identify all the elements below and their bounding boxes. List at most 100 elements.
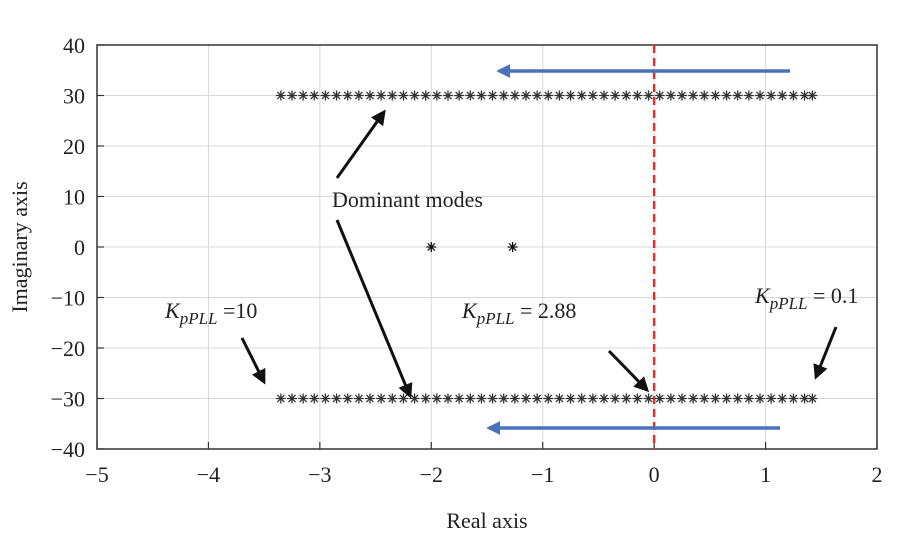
annotation-text: = 0.1 (807, 283, 858, 308)
point (465, 90, 476, 101)
annotation-subscript: pPLL (769, 294, 808, 313)
annotation-symbol: K (461, 298, 478, 323)
annotation-text: =10 (217, 298, 257, 323)
point (732, 393, 743, 404)
point (621, 393, 632, 404)
y-tick-label: 40 (63, 33, 85, 58)
point (565, 90, 576, 101)
point (688, 90, 699, 101)
point (576, 90, 587, 101)
point (353, 90, 364, 101)
point (788, 393, 799, 404)
point (807, 393, 818, 404)
point (365, 90, 375, 101)
point (543, 90, 554, 101)
point (521, 393, 531, 404)
y-axis-label: Imaginary axis (7, 181, 32, 312)
x-tick-label: 2 (872, 462, 883, 487)
point (387, 90, 398, 101)
y-tick-label: −20 (51, 336, 85, 361)
point (320, 90, 331, 101)
point (426, 242, 437, 252)
point (498, 90, 509, 101)
point (342, 393, 353, 404)
point (420, 393, 431, 404)
point (298, 393, 309, 404)
point (799, 393, 810, 404)
point (320, 393, 331, 404)
point (342, 90, 353, 101)
point (599, 90, 609, 101)
point (376, 393, 387, 404)
point (476, 90, 487, 101)
point (507, 242, 518, 252)
point (398, 90, 409, 101)
y-tick-label: −30 (51, 387, 85, 412)
annotation-symbol: K (164, 298, 181, 323)
point (632, 393, 643, 404)
x-tick-label: −3 (308, 462, 331, 487)
point (721, 393, 732, 404)
point (431, 90, 442, 101)
point (398, 393, 409, 404)
point (443, 393, 453, 404)
point (487, 90, 498, 101)
point (665, 393, 676, 404)
point (465, 393, 476, 404)
point (376, 90, 387, 101)
annotation: KpPLL =10 (164, 298, 257, 328)
annotation-symbol: K (754, 283, 771, 308)
point (309, 393, 320, 404)
point (331, 90, 342, 101)
annotation: Dominant modes (332, 187, 483, 212)
arrow (335, 109, 386, 179)
point (454, 393, 465, 404)
point (699, 90, 710, 101)
point (665, 90, 676, 101)
arrow (607, 349, 650, 393)
point (431, 393, 442, 404)
point (487, 393, 498, 404)
x-tick-label: −4 (197, 462, 220, 487)
point (543, 393, 554, 404)
point (275, 393, 286, 404)
point (710, 90, 721, 101)
point (587, 393, 598, 404)
point (610, 90, 621, 101)
y-tick-label: 20 (63, 134, 85, 159)
point (743, 90, 754, 101)
point (353, 393, 364, 404)
point (509, 393, 520, 404)
annotation-subscript: pPLL (476, 309, 515, 328)
point (532, 393, 543, 404)
point (298, 90, 309, 101)
point (807, 90, 818, 101)
point (766, 393, 777, 404)
point (677, 90, 687, 101)
annotation-arrows (240, 109, 838, 399)
arrow (813, 326, 838, 380)
point (721, 90, 732, 101)
y-tick-label: −10 (51, 286, 85, 311)
point (654, 90, 665, 101)
y-tick-label: 0 (74, 235, 85, 260)
plot-frame (96, 44, 878, 450)
point (677, 393, 687, 404)
annotation-subscript: pPLL (179, 309, 218, 328)
point (532, 90, 543, 101)
point (755, 393, 765, 404)
point (743, 393, 754, 404)
point (777, 90, 788, 101)
point (599, 393, 609, 404)
point (732, 90, 743, 101)
arrow (335, 219, 413, 399)
point (777, 393, 788, 404)
point (554, 393, 565, 404)
point (420, 90, 431, 101)
point (409, 393, 420, 404)
grid (96, 44, 878, 450)
point (710, 393, 721, 404)
point (610, 393, 621, 404)
marks (275, 45, 818, 449)
